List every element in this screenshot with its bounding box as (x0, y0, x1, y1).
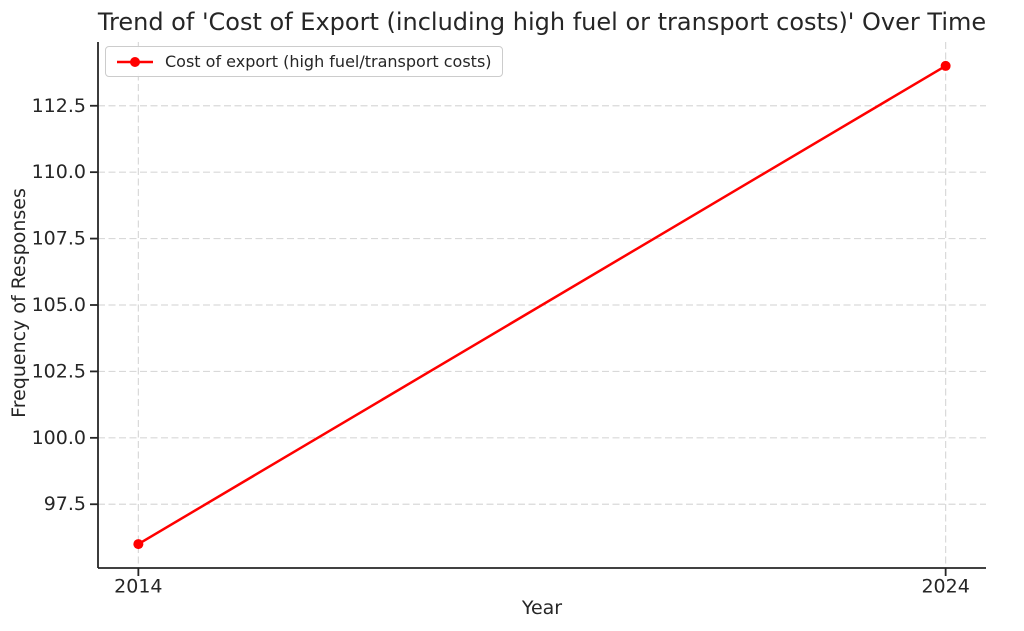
tick-marks (90, 104, 947, 576)
series-line (137, 64, 947, 546)
y-tick-label: 102.5 (32, 360, 86, 382)
y-tick-label: 100.0 (32, 427, 86, 449)
y-tick-label: 110.0 (32, 161, 86, 183)
x-axis-label: Year (521, 597, 563, 619)
x-tick-labels: 2014 2024 (114, 576, 970, 598)
y-tick-label: 112.5 (32, 95, 86, 117)
legend-line-marker-icon (117, 56, 153, 67)
x-tick-label: 2014 (114, 576, 162, 598)
y-tick-label: 105.0 (32, 294, 86, 316)
legend: Cost of export (high fuel/transport cost… (105, 46, 503, 77)
chart-title: Trend of 'Cost of Export (including high… (97, 8, 987, 36)
x-tick-label: 2024 (921, 576, 969, 598)
data-point-marker (940, 60, 951, 71)
gridlines (98, 42, 986, 568)
legend-label: Cost of export (high fuel/transport cost… (165, 52, 492, 71)
y-tick-label: 97.5 (44, 493, 86, 515)
y-tick-labels: 97.5 100.0 102.5 105.0 107.5 110.0 112.5 (32, 95, 86, 515)
legend-dot (130, 56, 140, 67)
y-axis-label: Frequency of Responses (8, 188, 30, 418)
data-point-marker (133, 539, 144, 550)
data-series (133, 60, 951, 550)
y-tick-label: 107.5 (32, 228, 86, 250)
